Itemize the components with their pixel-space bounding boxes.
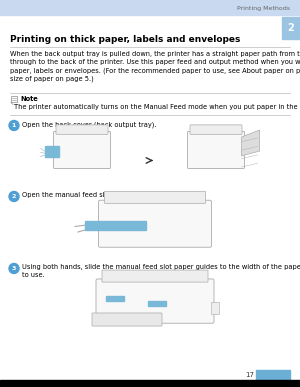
Bar [11, 96, 17, 103]
Text: 3: 3 [12, 266, 16, 271]
Bar [211, 303, 218, 315]
Bar [148, 301, 166, 307]
Text: Open the back cover (back output tray).: Open the back cover (back output tray). [22, 122, 157, 128]
FancyBboxPatch shape [102, 270, 208, 282]
FancyBboxPatch shape [53, 132, 110, 168]
FancyBboxPatch shape [190, 125, 242, 134]
Text: Using both hands, slide the manual feed slot paper guides to the width of the pa: Using both hands, slide the manual feed … [22, 264, 300, 278]
Bar [0, 0, 300, 15]
FancyBboxPatch shape [188, 132, 244, 168]
Text: When the back output tray is pulled down, the printer has a straight paper path : When the back output tray is pulled down… [10, 51, 300, 82]
FancyBboxPatch shape [104, 191, 206, 203]
Bar [0, 380, 300, 387]
Circle shape [9, 264, 19, 274]
FancyBboxPatch shape [98, 200, 212, 247]
FancyBboxPatch shape [56, 125, 108, 134]
Text: Printing on thick paper, labels and envelopes: Printing on thick paper, labels and enve… [10, 36, 240, 45]
Text: 2: 2 [288, 24, 294, 34]
Text: Note: Note [20, 96, 38, 103]
Bar [85, 221, 146, 230]
Circle shape [9, 120, 19, 130]
Text: 2: 2 [12, 194, 16, 199]
Bar [282, 17, 300, 39]
Text: The printer automatically turns on the Manual Feed mode when you put paper in th: The printer automatically turns on the M… [14, 104, 300, 110]
Bar [44, 146, 58, 157]
Circle shape [9, 192, 19, 202]
FancyBboxPatch shape [96, 279, 214, 323]
Text: 1: 1 [12, 123, 16, 128]
Polygon shape [242, 130, 260, 156]
Text: Open the manual feed slot cover.: Open the manual feed slot cover. [22, 192, 134, 199]
Text: Printing Methods: Printing Methods [237, 6, 290, 11]
Text: 17: 17 [245, 372, 254, 378]
Bar [256, 370, 290, 380]
Bar [106, 296, 124, 301]
FancyBboxPatch shape [92, 313, 162, 326]
